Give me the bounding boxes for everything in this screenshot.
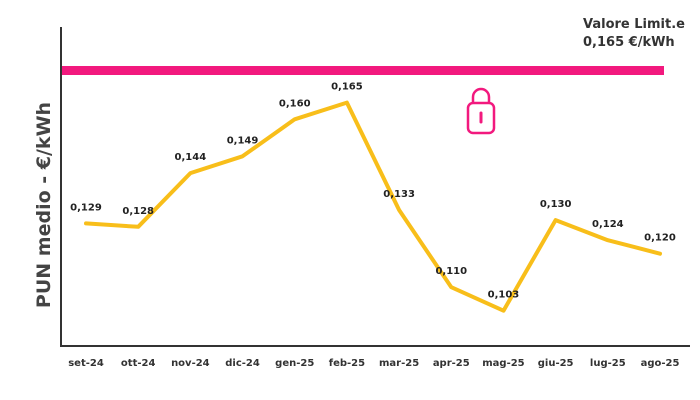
- data-label: 0,130: [540, 199, 572, 210]
- data-label: 0,160: [279, 98, 311, 109]
- data-label: 0,129: [70, 202, 102, 213]
- limit-label-title: Valore Limit.e: [583, 17, 685, 32]
- data-label: 0,124: [592, 219, 624, 230]
- lock-shackle: [471, 87, 491, 103]
- x-tick-label: mar-25: [379, 358, 419, 369]
- x-tick-label: mag-25: [482, 358, 524, 369]
- data-label: 0,110: [435, 266, 467, 277]
- data-label: 0,149: [227, 135, 259, 146]
- data-label: 0,128: [122, 206, 154, 217]
- series-line: [84, 100, 662, 313]
- x-tick-label: ott-24: [121, 358, 156, 369]
- data-label: 0,120: [644, 233, 676, 244]
- y-axis-title: PUN medio - €/kWh: [33, 102, 55, 308]
- x-tick-label: dic-24: [225, 358, 260, 369]
- lock-icon: [466, 87, 496, 135]
- data-label: 0,165: [331, 82, 363, 93]
- data-label: 0,133: [383, 189, 415, 200]
- data-label: 0,103: [488, 290, 520, 301]
- x-tick-label: gen-25: [275, 358, 314, 369]
- x-tick-label: lug-25: [590, 358, 626, 369]
- x-tick-label: nov-24: [171, 358, 210, 369]
- data-labels: 0,129 0,128 0,144 0,149 0,160 0,165 0,133 0,110…: [70, 82, 676, 301]
- x-tick-label: ago-25: [641, 358, 680, 369]
- x-tick-label: feb-25: [329, 358, 365, 369]
- x-tick-label: apr-25: [433, 358, 470, 369]
- limit-label-value: 0,165 €/kWh: [583, 35, 675, 50]
- x-tick-label: giu-25: [538, 358, 574, 369]
- x-tick-label: set-24: [68, 358, 104, 369]
- data-label: 0,144: [175, 152, 207, 163]
- x-tick-labels: set-24 ott-24 nov-24 dic-24 gen-25 feb-25 mar-…: [68, 358, 679, 369]
